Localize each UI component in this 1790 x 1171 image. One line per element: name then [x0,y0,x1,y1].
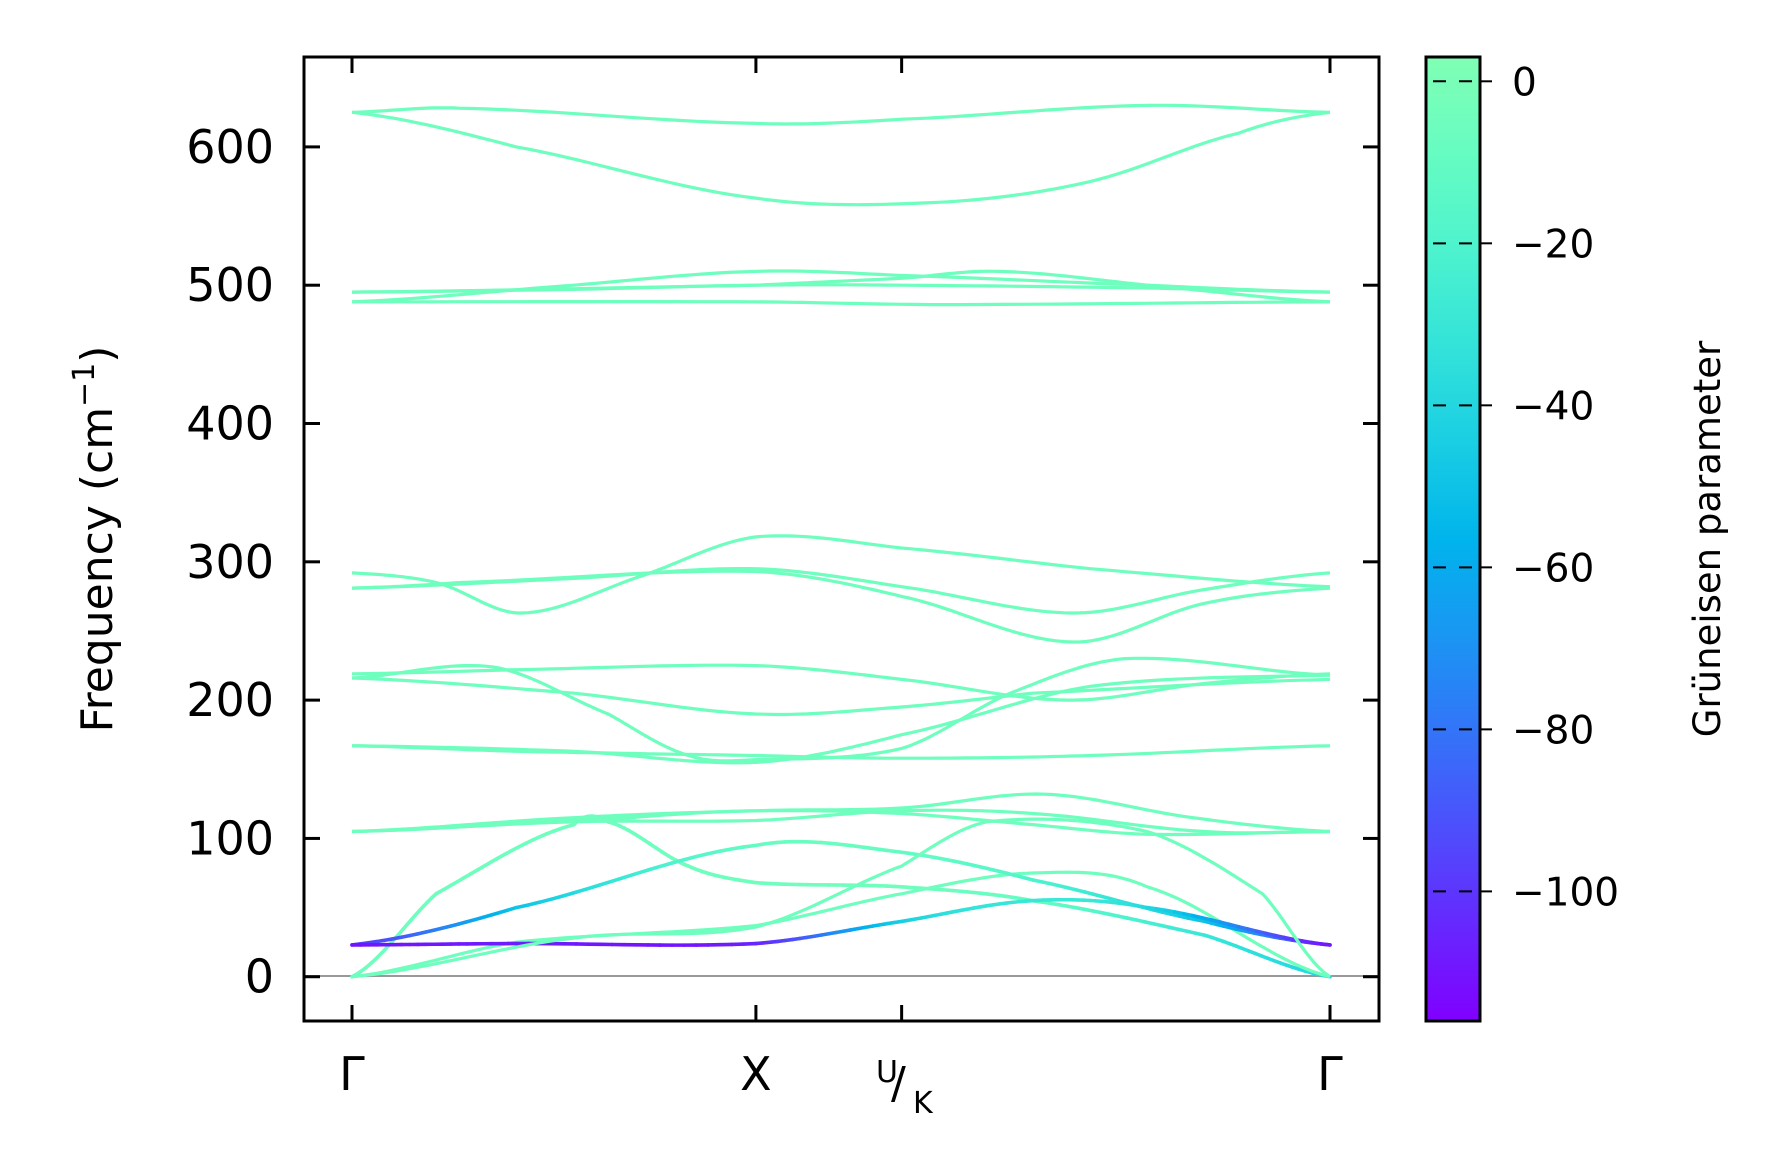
band-segment [622,871,638,880]
axes: 0 100 200 300 400 500 600 Γ X Γ [186,57,1379,1101]
bands [350,103,1332,979]
band-segment [586,883,602,891]
xtick-label-slash: / [891,1058,906,1109]
band-line [351,103,1331,126]
band-segment [742,843,758,849]
band-segment [694,851,710,859]
band-line [351,673,1331,765]
plot-frame [302,55,1381,1023]
band-18 [350,814,1332,979]
colorbar-label: Grüneisen parameter [1686,340,1729,737]
band-line [351,676,1331,717]
band-segment [574,886,590,894]
ytick-label: 300 [186,535,274,589]
band-segment [1319,942,1332,947]
band-line [351,110,1331,207]
ytick-label: 100 [186,811,274,865]
band-12 [351,676,1331,717]
y-axis-label: Frequency (cm−1) [67,346,123,733]
band-line [351,269,1331,304]
band-10 [351,663,1331,702]
colorbar-tick-label: −20 [1512,222,1594,267]
ytick-label: 500 [186,258,274,312]
band-segment [562,890,579,898]
band-line [351,569,1331,644]
band-line [351,870,1331,979]
band-line [351,744,1331,760]
xtick-label-k: K [913,1086,934,1121]
xtick-label: X [740,1047,772,1101]
colorbar-tick-label: 0 [1512,60,1537,105]
band-segment [718,847,734,853]
band-segment [634,868,650,876]
band-line [351,817,1331,979]
band-segment [538,897,555,904]
band-6 [351,269,1331,304]
colorbar-tick-label: −60 [1512,546,1594,591]
band-7 [351,534,1331,615]
band-5 [352,300,1331,307]
xtick-label: Γ [1317,1047,1343,1101]
ytick-label: 400 [186,397,274,451]
band-14 [351,744,1331,760]
band-segment [526,900,543,907]
band-segment [706,849,722,856]
band-2 [351,110,1331,207]
colorbar-ticks: 0 −20 −40 −60 −80 −100 [1426,60,1619,915]
band-segment [682,854,698,862]
colorbar-tick-label: −100 [1512,870,1619,915]
band-line [351,656,1331,763]
xtick-label-u: U [876,1055,898,1090]
band-segment [730,845,746,851]
colorbar-tick-label: −40 [1512,384,1594,429]
band-segment [658,861,674,869]
band-segment [550,893,567,901]
band-line [351,792,1331,834]
ytick-label: 600 [186,120,274,174]
colorbar [1424,55,1482,1023]
band-21 [350,897,1332,947]
band-13 [351,673,1331,765]
band-15 [351,792,1331,834]
band-line [351,534,1331,615]
ytick-label: 200 [186,673,274,727]
xtick-label: Γ [339,1047,365,1101]
band-segment [514,903,531,910]
band-11 [351,656,1331,763]
band-segment [610,875,626,883]
band-17 [351,809,1331,837]
colorbar-tick-label: −80 [1512,708,1594,753]
band-9 [351,569,1331,644]
band-line [351,809,1331,837]
band-segment [670,857,686,865]
band-segment [598,879,614,887]
band-19 [351,870,1331,979]
band-line [351,663,1331,702]
band-line [352,300,1331,307]
band-segment [646,864,662,872]
ytick-label: 0 [245,950,274,1004]
band-1 [351,103,1331,126]
band-22 [351,817,1331,979]
